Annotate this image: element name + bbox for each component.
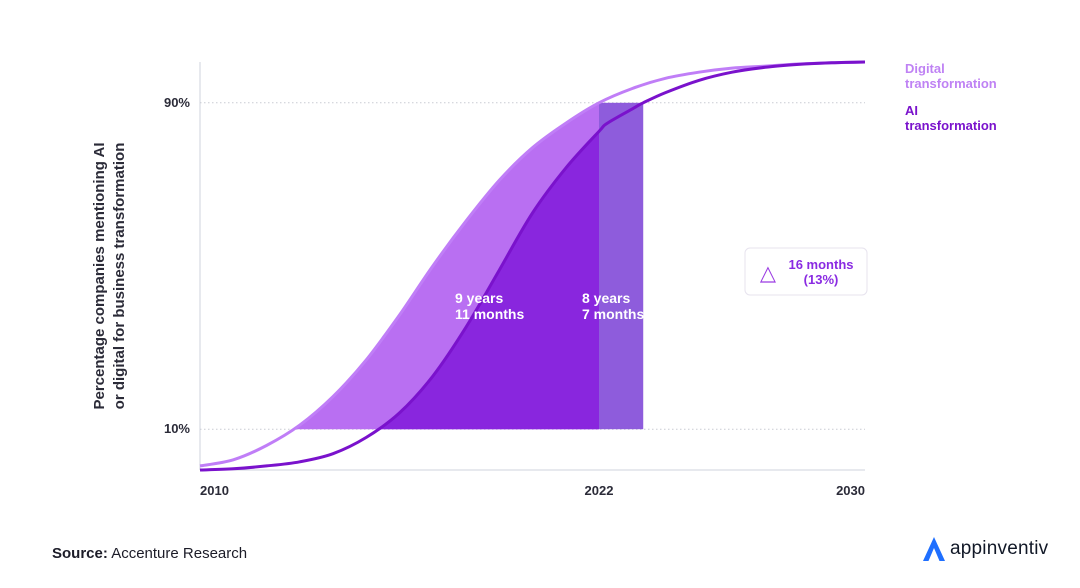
legend-ai-line1: AI bbox=[905, 103, 918, 118]
delta-duration-band bbox=[599, 102, 644, 430]
ai-duration-label-line2: 7 months bbox=[582, 306, 644, 322]
series-line-ai bbox=[199, 60, 866, 472]
brand-logo: appinventiv bbox=[922, 536, 1048, 562]
delta-callout-line2: (13%) bbox=[804, 272, 839, 287]
legend-digital-line2: transformation bbox=[905, 76, 997, 91]
source-label: Source: bbox=[52, 545, 108, 562]
source-note: Source: Accenture Research bbox=[52, 545, 247, 562]
ai-duration-band bbox=[378, 131, 599, 430]
x-tick-label: 2030 bbox=[836, 483, 865, 498]
y-tick-label: 10% bbox=[164, 421, 190, 436]
digital-duration-label-line2: 11 months bbox=[455, 306, 524, 322]
brand-name: appinventiv bbox=[950, 538, 1049, 559]
source-value: Accenture Research bbox=[111, 545, 248, 562]
x-tick-label: 2010 bbox=[200, 483, 229, 498]
delta-callout-box bbox=[744, 247, 868, 296]
series-line-digital bbox=[199, 60, 866, 468]
y-axis-title-line2: or digital for business transformation bbox=[111, 143, 128, 410]
y-axis-title-line1: Percentage companies mentioning AI bbox=[91, 142, 108, 409]
legend-ai-line2: transformation bbox=[905, 118, 997, 133]
x-tick-label: 2022 bbox=[585, 483, 614, 498]
y-tick-label: 90% bbox=[164, 95, 190, 110]
a-triangle-logo-icon bbox=[923, 537, 945, 561]
delta-callout: △ 16 months (13%) bbox=[744, 247, 868, 296]
delta-triangle-icon: △ bbox=[760, 262, 777, 285]
delta-callout-line1: 16 months bbox=[788, 257, 853, 272]
digital-duration-label-line1: 9 years bbox=[455, 290, 503, 306]
legend-digital-line1: Digital bbox=[905, 61, 945, 76]
ai-duration-label-line1: 8 years bbox=[582, 290, 630, 306]
